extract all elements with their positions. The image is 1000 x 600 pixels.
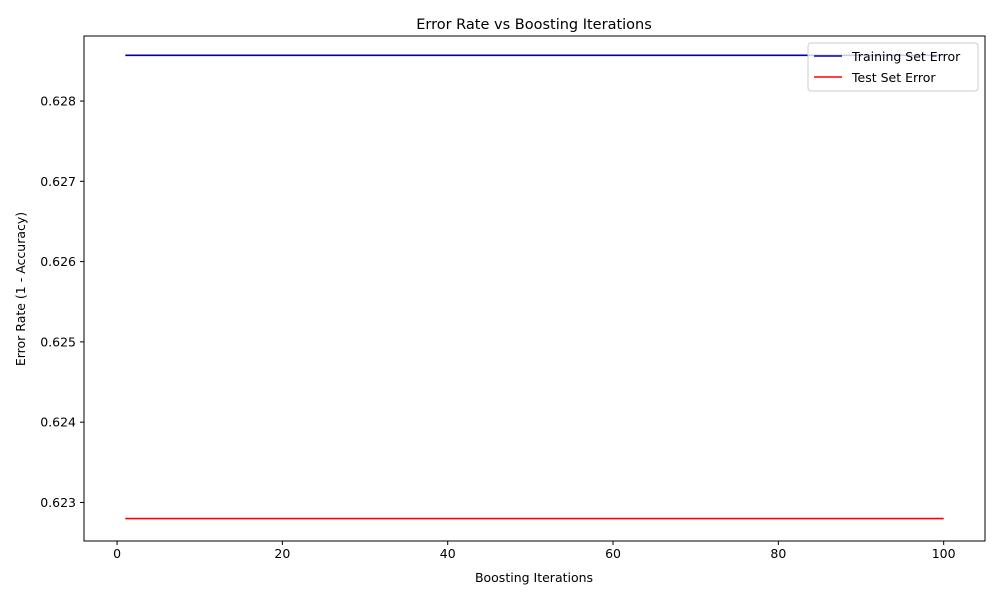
x-tick-label: 80: [770, 546, 786, 561]
x-tick-label: 0: [113, 546, 121, 561]
x-tick-label: 60: [605, 546, 621, 561]
y-axis-ticks: 0.623 0.624 0.625 0.626 0.627 0.628: [40, 94, 84, 510]
chart-title: Error Rate vs Boosting Iterations: [416, 17, 652, 33]
x-axis-ticks: 0 20 40 60 80 100: [113, 541, 956, 561]
y-tick-label: 0.628: [40, 94, 76, 109]
plot-area: [83, 35, 986, 542]
x-tick-label: 100: [932, 546, 956, 561]
x-tick-label: 20: [274, 546, 290, 561]
y-tick-label: 0.626: [40, 254, 76, 269]
plot-frame: [83, 35, 986, 542]
legend-box: [807, 42, 979, 92]
y-tick-label: 0.625: [40, 334, 76, 349]
x-tick-label: 40: [440, 546, 456, 561]
y-tick-label: 0.624: [40, 415, 76, 430]
y-axis-label: Error Rate (1 - Accuracy): [13, 212, 28, 366]
series-lines: [125, 54, 944, 520]
legend-label-test: Test Set Error: [851, 70, 936, 85]
x-axis-label: Boosting Iterations: [475, 570, 593, 585]
y-tick-label: 0.627: [40, 174, 76, 189]
legend-label-training: Training Set Error: [851, 49, 961, 64]
y-tick-label: 0.623: [40, 495, 76, 510]
legend: Training Set Error Test Set Error: [807, 42, 979, 92]
